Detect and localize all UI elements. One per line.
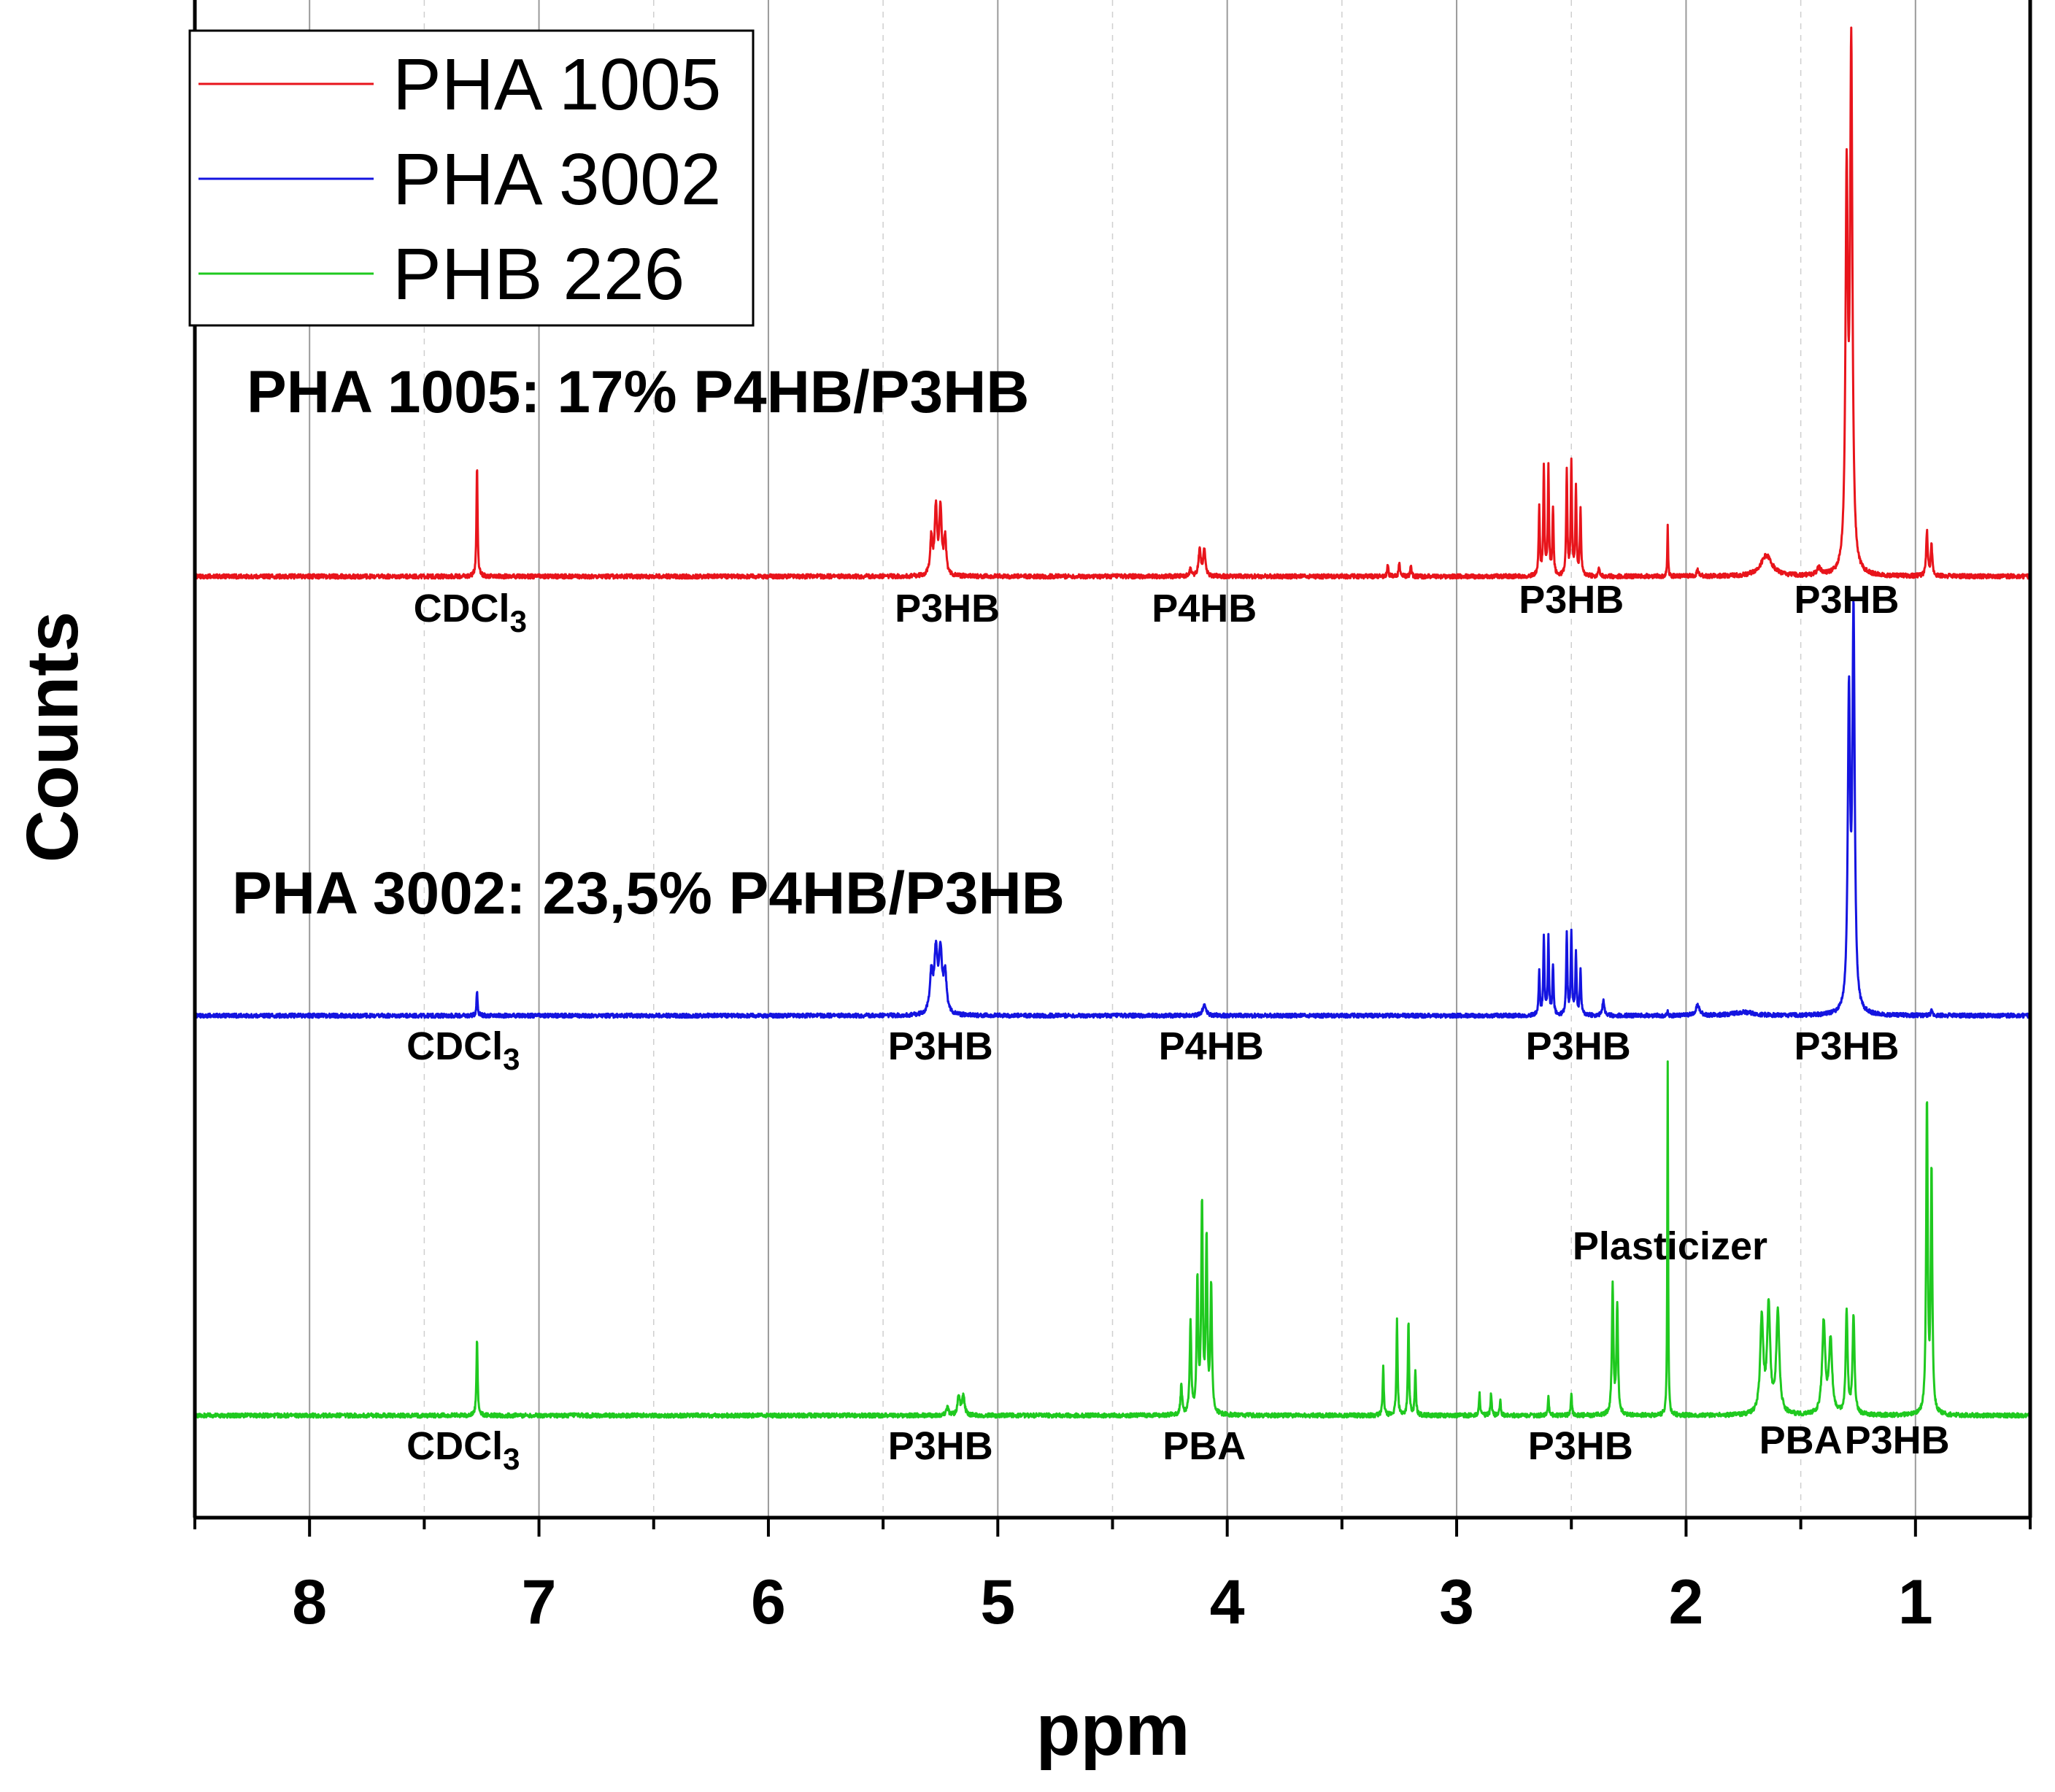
x-tick-label: 6 bbox=[751, 1567, 786, 1637]
peak-label: CDCl3 bbox=[406, 1424, 520, 1476]
peak-label: P3HB bbox=[888, 1424, 993, 1468]
peak-label: PBA bbox=[1163, 1424, 1246, 1468]
x-tick-label: 2 bbox=[1669, 1567, 1704, 1637]
peak-label: PBA bbox=[1759, 1418, 1843, 1462]
peak-label: P3HB bbox=[1528, 1424, 1633, 1468]
series-title: PHA 3002: 23,5% P4HB/P3HB bbox=[232, 860, 1065, 927]
peak-label: P4HB bbox=[1159, 1024, 1264, 1068]
x-tick-label: 5 bbox=[980, 1567, 1015, 1637]
peak-label: P3HB bbox=[1845, 1418, 1950, 1462]
peak-label: CDCl3 bbox=[414, 587, 527, 638]
legend-label: PHA 3002 bbox=[393, 139, 721, 220]
x-tick-label: 3 bbox=[1439, 1567, 1474, 1637]
spectra-traces bbox=[193, 26, 2032, 1419]
peak-label: P3HB bbox=[888, 1024, 993, 1068]
peak-label: P3HB bbox=[895, 587, 1000, 630]
grid-lines bbox=[309, 0, 1916, 1518]
x-tick-label: 8 bbox=[292, 1567, 327, 1637]
series-line-phb-226 bbox=[193, 1060, 2032, 1419]
legend: PHA 1005 PHA 3002 PHB 226 bbox=[188, 29, 755, 327]
series-title: PHA 1005: 17% P4HB/P3HB bbox=[247, 359, 1030, 425]
x-tick-label: 7 bbox=[522, 1567, 557, 1637]
legend-label: PHB 226 bbox=[393, 233, 685, 315]
y-axis-title: Counts bbox=[12, 611, 93, 862]
peak-label: P3HB bbox=[1519, 578, 1624, 622]
series-line-pha-1005 bbox=[193, 26, 2032, 580]
peak-label: P3HB bbox=[1794, 1024, 1899, 1068]
peak-label: CDCl3 bbox=[406, 1024, 520, 1076]
x-tick-label: 4 bbox=[1210, 1567, 1245, 1637]
peak-label: P3HB bbox=[1794, 578, 1899, 622]
series-titles: PHA 1005: 17% P4HB/P3HB PHA 3002: 23,5% P… bbox=[232, 359, 1065, 927]
x-axis-title: ppm bbox=[1036, 1689, 1190, 1771]
peak-annotations: CDCl3 P3HB P4HB P3HB P3HB CDCl3 P3HB P4HB P3HB P3… bbox=[406, 578, 1950, 1476]
legend-label: PHA 1005 bbox=[393, 44, 721, 125]
x-tick-label: 1 bbox=[1898, 1567, 1933, 1637]
series-line-pha-3002 bbox=[193, 600, 2032, 1019]
x-axis: 8 7 6 5 4 3 2 1 bbox=[193, 1518, 2032, 1637]
peak-label: P3HB bbox=[1526, 1024, 1631, 1068]
peak-label: P4HB bbox=[1152, 587, 1257, 630]
peak-label: Plasticizer bbox=[1573, 1224, 1767, 1268]
